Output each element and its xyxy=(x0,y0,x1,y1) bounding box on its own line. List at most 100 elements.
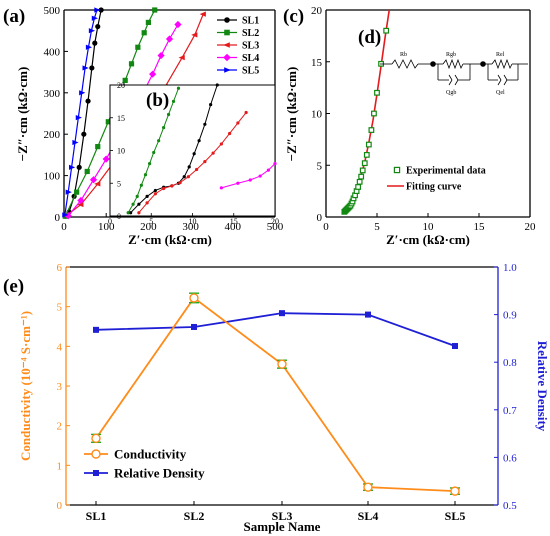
panel-e-xtick-label: SL1 xyxy=(86,509,107,523)
panel-b-series-SL3-point xyxy=(178,180,182,185)
resistor-rb xyxy=(391,59,419,69)
panel-b-series-SL3-point xyxy=(162,186,166,191)
panel-e-xtick-label: SL3 xyxy=(272,509,293,523)
panel-b-series-SL1-point xyxy=(192,152,196,156)
panel-b-xtick-label: 15 xyxy=(230,217,238,226)
panel-e-density-point xyxy=(279,310,285,317)
panel-a-series-SL5-point xyxy=(88,28,96,34)
panel-a-series-SL5-point xyxy=(82,65,89,71)
circuit-label-qgb: Qgb xyxy=(446,90,456,96)
panel-b-series-SL3-point xyxy=(145,201,149,205)
panel-a-series-SL3-point xyxy=(191,32,198,38)
panel-b-series-SL4-point xyxy=(258,174,262,178)
panel-b-series-SL1-point xyxy=(187,165,191,169)
panel-a-series-SL5-point xyxy=(85,44,93,50)
panel-b-xtick-label: 10 xyxy=(189,217,197,226)
panel-e-conductivity-point xyxy=(189,293,199,303)
panel-a-legend-SL4-label: SL4 xyxy=(242,53,259,64)
panel-e-conductivity-point xyxy=(277,359,287,369)
panel-b-series-SL2-point xyxy=(131,202,135,206)
panel-a-series-SL4-point xyxy=(64,212,72,220)
panel-c-experimental-point xyxy=(363,152,370,158)
panel-b-series-SL3-point xyxy=(211,151,215,155)
panel-c-xlabel: Z′·cm (kΩ·cm) xyxy=(386,232,470,247)
panel-a-ytick-label: 100 xyxy=(44,171,61,183)
panel-b-series-SL3-point xyxy=(137,211,141,215)
panel-e-xlabel: Sample Name xyxy=(244,519,321,534)
panel-b-series-SL4-point xyxy=(236,181,240,185)
panel-c-y-ticks: 0 5 10 15 20 xyxy=(311,5,330,224)
panel-c-x-ticks: 0 5 10 15 20 xyxy=(323,213,536,233)
panel-a-series-SL5-point xyxy=(75,115,82,121)
panel-e-density-point xyxy=(365,311,371,318)
panel-a-series-SL4-point xyxy=(89,176,98,184)
cpe-qel-plate-1 xyxy=(497,74,502,81)
panel-b-series-SL3-point xyxy=(244,110,248,115)
panel-c-experimental-point xyxy=(355,184,362,190)
panel-e-left-ytick-label: 5 xyxy=(57,302,63,314)
panel-a-series-SL3-point xyxy=(77,201,84,208)
panel-a-series-SL1-point xyxy=(76,164,82,170)
panel-a-series-SL4-point xyxy=(149,70,157,78)
panel-a-series-SL5-point xyxy=(65,189,72,195)
panel-e-left-ytick-label: 2 xyxy=(57,421,63,433)
panel-a-series-SL3-point xyxy=(199,11,206,17)
panel-c-legend-experimental-marker xyxy=(393,166,401,174)
panel-c-ytick-label: 5 xyxy=(317,160,323,172)
panel-b-series xyxy=(126,83,277,215)
panel-a-series-SL5-point xyxy=(68,164,76,170)
panel-a-series-SL2-point xyxy=(74,189,80,195)
panel-b-ytick-label: 20 xyxy=(117,81,125,90)
panel-c-experimental-point xyxy=(361,160,368,167)
panel-e-right-ytick-label: 1.0 xyxy=(503,262,517,274)
panel-b-series-SL3-point xyxy=(219,142,223,146)
panel-c-ytick-label: 20 xyxy=(311,5,323,17)
panel-e-letter: (e) xyxy=(3,276,24,297)
panel-b-y-ticks: 0 5 10 15 20 xyxy=(110,81,125,221)
panel-b-series-SL3-point xyxy=(228,131,232,136)
panel-e-right-ytick-label: 0.9 xyxy=(503,310,517,322)
panel-a-legend-SL5-label: SL5 xyxy=(242,66,259,77)
panel-c-xtick-label: 15 xyxy=(474,221,486,233)
panel-e-left-ytick-label: 6 xyxy=(57,262,63,274)
panel-d-letter: (d) xyxy=(358,27,381,48)
panel-b-series-SL3-point xyxy=(153,192,157,196)
panel-c-xtick-label: 0 xyxy=(323,221,329,233)
panel-b-series-SL1-point xyxy=(137,202,141,206)
panel-e-conductivity-point xyxy=(363,482,373,492)
panel-c-experimental-point xyxy=(374,89,380,96)
panel-b-ytick-label: 15 xyxy=(117,114,125,123)
panel-a-legend-SL2-marker xyxy=(224,29,230,36)
panel-b-series-SL2-point xyxy=(139,183,143,187)
panel-b-ytick-label: 5 xyxy=(117,179,121,188)
cpe-qel-plate-2 xyxy=(503,74,508,81)
panel-c-experimental-point xyxy=(359,167,366,174)
panel-a-series-SL5-point xyxy=(94,7,101,13)
panel-a-xtick-label: 100 xyxy=(98,221,115,233)
panel-a-legend-SL4-marker xyxy=(223,53,231,62)
panel-a-series-SL2-point xyxy=(128,61,135,67)
panel-b-xtick-label: 20 xyxy=(271,217,279,226)
panel-a-letter: (a) xyxy=(3,6,25,27)
panel-a-ylabel: −Z″·cm (kΩ·cm) xyxy=(15,67,30,162)
panel-a-xlabel: Z′·cm (kΩ·cm) xyxy=(128,232,212,247)
panel-b-series-SL1-point xyxy=(197,139,201,143)
panel-e-legend-density-label: Relative Density xyxy=(114,466,205,481)
panel-e-density-point xyxy=(452,343,458,350)
panel-a-series-SL1-point xyxy=(95,23,101,30)
panel-b-series-SL1-point xyxy=(182,175,186,179)
panel-e-ylabel-left: Conductivity (10⁻⁴ S·cm⁻¹) xyxy=(18,311,33,461)
panel-a-xtick-label: 500 xyxy=(267,221,284,233)
panel-a-series-SL1-point xyxy=(85,98,91,104)
panel-e-left-ticks: 0 1 2 3 4 5 6 xyxy=(57,262,70,512)
resistor-rel xyxy=(491,58,513,70)
panel-c-experimental-point xyxy=(356,178,363,185)
panel-c-ytick-label: 10 xyxy=(311,109,323,121)
panel-a-ytick-label: 200 xyxy=(44,129,61,141)
panel-e-series xyxy=(91,292,460,496)
panel-e-legend-conductivity-label: Conductivity xyxy=(114,447,187,462)
panel-e-legend-conductivity-marker xyxy=(91,449,101,459)
panel-b-series-SL1-point xyxy=(209,103,213,107)
panel-b-series-SL2-point xyxy=(143,173,148,177)
